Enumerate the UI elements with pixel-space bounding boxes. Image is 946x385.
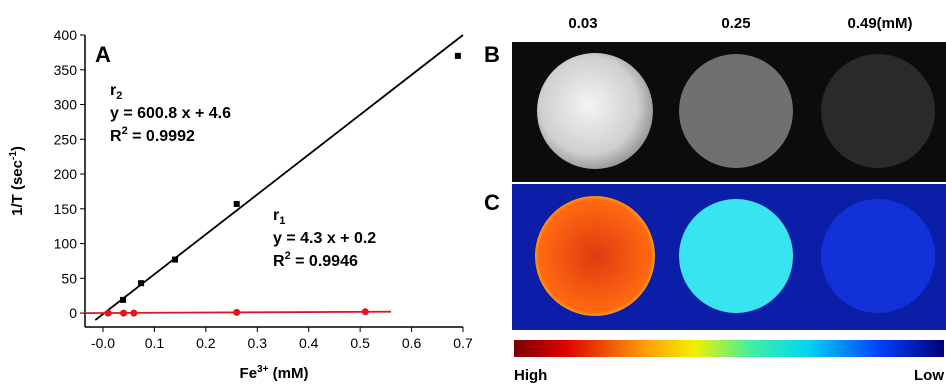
colorbar-label: High — [514, 367, 547, 384]
annotation-text: R — [273, 253, 285, 270]
axis-label-sup: 3+ — [257, 364, 269, 375]
phantom — [535, 196, 655, 316]
x-tick-label: -0.0 — [91, 335, 115, 351]
figure: 0 50 100 150 200 250 300 350 400 -0.0 0.1 0.2 0.3 0.4… — [0, 0, 946, 385]
y-tick-label: 0 — [69, 305, 77, 321]
annotation-text: R — [110, 128, 122, 145]
annotation: r1 — [273, 207, 285, 227]
point — [233, 309, 240, 316]
x-tick-label: 0.6 — [402, 335, 422, 351]
annotation: y = 4.3 x + 0.2 — [273, 230, 376, 247]
x-tick-label: 0.4 — [299, 335, 319, 351]
colorbar — [514, 340, 944, 357]
y-tick-label: 350 — [54, 62, 78, 78]
y-tick-label: 300 — [54, 97, 78, 113]
y-tick-label: 50 — [61, 270, 77, 286]
y-tick-label: 100 — [54, 236, 78, 252]
point — [130, 310, 137, 317]
point — [362, 308, 369, 315]
colorbar-label: Low — [914, 367, 944, 384]
panel-label: B — [484, 42, 500, 67]
y-tick-label: 400 — [54, 27, 78, 43]
phantom — [537, 53, 653, 169]
x-tick-label: 0.2 — [196, 335, 216, 351]
annotation-sub: 2 — [116, 90, 122, 102]
axis-label-text: ) — [9, 146, 26, 151]
axis-label-text: 1/T (sec — [9, 160, 26, 216]
panel-label: C — [484, 190, 500, 215]
axis-label: Fe3+ (mM) — [240, 364, 309, 382]
concentration-label: 0.49(mM) — [847, 15, 912, 32]
panel-a: 0 50 100 150 200 250 300 350 400 -0.0 0.1 0.2 0.3 0.4… — [8, 27, 473, 382]
annotation-text: = 0.9946 — [291, 253, 358, 270]
concentration-label: 0.03 — [568, 15, 597, 32]
phantom — [821, 199, 935, 313]
y-tick-label: 250 — [54, 131, 78, 147]
phantom — [821, 54, 935, 168]
annotation: R2 = 0.9946 — [273, 250, 358, 270]
panel-b-c: 0.03 0.25 0.49(mM) B C High Low — [484, 15, 946, 384]
annotation-sub: 1 — [279, 215, 285, 227]
phantom — [679, 54, 793, 168]
annotation: r2 — [110, 82, 122, 102]
point — [138, 280, 144, 286]
y-tick-label: 200 — [54, 166, 78, 182]
y-tick-label: 150 — [54, 201, 78, 217]
annotation-text: = 0.9992 — [128, 128, 195, 145]
concentration-label: 0.25 — [721, 15, 750, 32]
point — [455, 53, 461, 59]
x-tick-label: 0.1 — [145, 335, 165, 351]
axis-label-text: (mM) — [268, 365, 308, 382]
point — [234, 201, 240, 207]
point — [105, 310, 112, 317]
x-tick-label: 0.5 — [350, 335, 370, 351]
x-tick-label: 0.3 — [248, 335, 268, 351]
fit-line — [95, 35, 463, 320]
phantom — [679, 199, 793, 313]
annotation: R2 = 0.9992 — [110, 125, 195, 145]
panel-label: A — [95, 42, 111, 67]
point — [120, 297, 126, 303]
axis-label-text: Fe — [240, 365, 258, 382]
annotation: y = 600.8 x + 4.6 — [110, 105, 231, 122]
point — [120, 310, 127, 317]
x-tick-label: 0.7 — [453, 335, 473, 351]
axis-label: 1/T (sec-1) — [8, 146, 26, 216]
point — [172, 257, 178, 263]
